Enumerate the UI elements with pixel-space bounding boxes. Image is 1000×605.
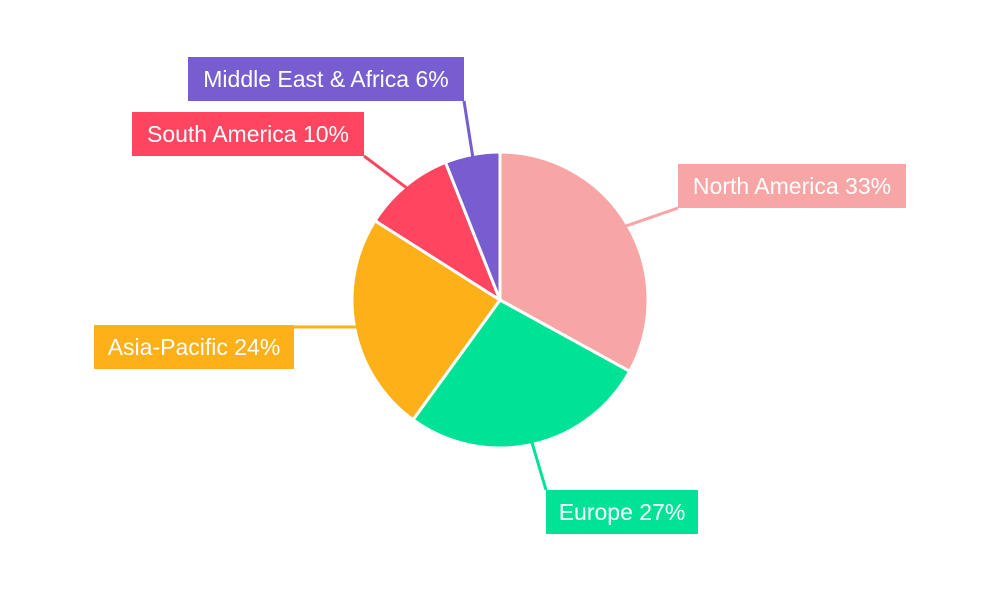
slice-labels: North America 33% Europe 27% Asia-Pacific … [94, 57, 906, 534]
slice-label-text: Middle East & Africa 6% [203, 66, 448, 92]
slice-label-text: South America 10% [147, 121, 349, 147]
slice-label-box [188, 57, 464, 101]
slice-label-middle-east-and-africa: Middle East & Africa 6% [188, 57, 464, 101]
pie-slices [350, 150, 650, 450]
slice-label-text: Europe 27% [559, 499, 686, 525]
slice-label-box [678, 164, 906, 208]
leader-line-europe [529, 440, 548, 491]
slice-label-box [94, 325, 294, 369]
slice-label-box [132, 112, 364, 156]
leader-line-south-america [363, 154, 410, 191]
slice-label-text: Asia-Pacific 24% [108, 334, 281, 360]
leader-line-middle-east-and-africa [462, 100, 475, 159]
slice-label-south-america: South America 10% [132, 112, 364, 156]
leader-lines [294, 100, 679, 491]
slice-label-box [546, 490, 698, 534]
slice-label-europe: Europe 27% [546, 490, 698, 534]
leader-line-north-america [623, 206, 679, 229]
slice-label-asia-pacific: Asia-Pacific 24% [94, 325, 294, 369]
slice-label-text: North America 33% [693, 173, 891, 199]
slice-label-north-america: North America 33% [678, 164, 906, 208]
